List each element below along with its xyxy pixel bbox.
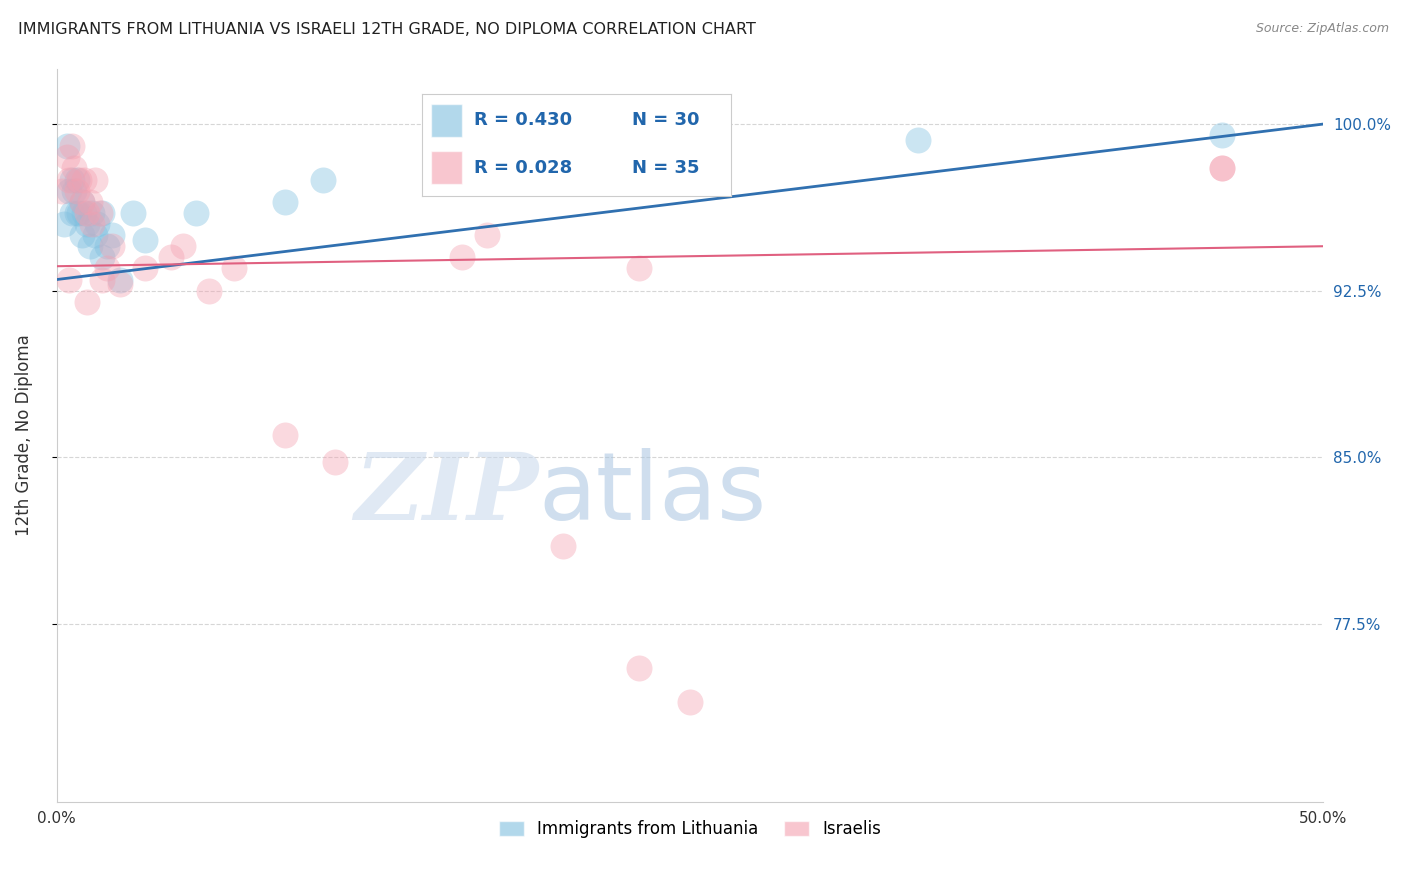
Point — [70, 194, 93, 209]
Point — [311, 172, 333, 186]
Point — [66, 184, 89, 198]
Point — [80, 217, 103, 231]
Point — [121, 206, 143, 220]
Point — [628, 261, 651, 276]
Text: N = 35: N = 35 — [633, 159, 700, 177]
Point — [60, 139, 83, 153]
Point — [96, 239, 118, 253]
Point — [451, 250, 474, 264]
Point — [66, 206, 89, 220]
Point — [73, 206, 96, 220]
Point — [55, 150, 77, 164]
Point — [63, 161, 86, 176]
Point — [79, 239, 101, 253]
Point — [73, 172, 96, 186]
Point — [60, 172, 83, 186]
Point — [273, 194, 295, 209]
Point — [108, 272, 131, 286]
Point — [323, 455, 346, 469]
Point — [222, 261, 245, 276]
Text: N = 30: N = 30 — [633, 112, 700, 129]
Point — [76, 206, 98, 220]
Point — [96, 261, 118, 276]
Point — [76, 217, 98, 231]
Point — [184, 206, 207, 220]
Point — [67, 172, 90, 186]
Point — [89, 206, 111, 220]
Point — [1211, 161, 1233, 176]
Point — [101, 228, 124, 243]
Point — [58, 272, 80, 286]
Point — [63, 184, 86, 198]
Point — [101, 239, 124, 253]
Bar — [432, 151, 463, 184]
Point — [1211, 128, 1233, 143]
Point — [86, 217, 108, 231]
Point — [134, 233, 156, 247]
Text: R = 0.430: R = 0.430 — [474, 112, 572, 129]
Point — [172, 239, 194, 253]
Bar — [432, 104, 463, 136]
Point — [134, 261, 156, 276]
Point — [79, 194, 101, 209]
Point — [553, 139, 575, 153]
Legend: Immigrants from Lithuania, Israelis: Immigrants from Lithuania, Israelis — [492, 814, 887, 845]
Point — [51, 184, 73, 198]
Point — [159, 250, 181, 264]
Point — [273, 428, 295, 442]
Point — [58, 184, 80, 198]
Point — [679, 695, 702, 709]
Point — [70, 194, 93, 209]
Point — [83, 172, 105, 186]
Point — [67, 206, 90, 220]
Point — [76, 294, 98, 309]
Point — [628, 661, 651, 675]
Point — [477, 228, 499, 243]
Point — [91, 272, 114, 286]
Point — [1211, 161, 1233, 176]
Point — [60, 206, 83, 220]
Text: Source: ZipAtlas.com: Source: ZipAtlas.com — [1256, 22, 1389, 36]
Text: atlas: atlas — [538, 448, 766, 540]
Point — [91, 206, 114, 220]
Point — [83, 228, 105, 243]
Point — [108, 277, 131, 291]
Text: ZIP: ZIP — [354, 449, 538, 539]
Point — [907, 133, 929, 147]
Text: R = 0.028: R = 0.028 — [474, 159, 572, 177]
Point — [553, 539, 575, 553]
Point — [58, 172, 80, 186]
Point — [55, 139, 77, 153]
Point — [66, 172, 89, 186]
Point — [53, 217, 76, 231]
Point — [91, 250, 114, 264]
Y-axis label: 12th Grade, No Diploma: 12th Grade, No Diploma — [15, 334, 32, 536]
Text: IMMIGRANTS FROM LITHUANIA VS ISRAELI 12TH GRADE, NO DIPLOMA CORRELATION CHART: IMMIGRANTS FROM LITHUANIA VS ISRAELI 12T… — [18, 22, 756, 37]
Point — [70, 228, 93, 243]
Point — [80, 206, 103, 220]
Point — [197, 284, 219, 298]
